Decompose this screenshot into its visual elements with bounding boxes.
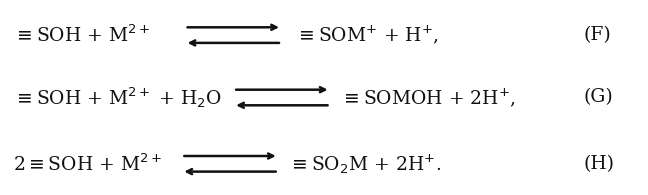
Text: $\equiv$SOH + M$^{2+}$: $\equiv$SOH + M$^{2+}$ — [13, 24, 150, 46]
Text: $\equiv$SOM$^{+}$ + H$^{+}$,: $\equiv$SOM$^{+}$ + H$^{+}$, — [295, 24, 439, 46]
Text: (H): (H) — [583, 155, 614, 173]
Text: 2$\equiv$SOH + M$^{2+}$: 2$\equiv$SOH + M$^{2+}$ — [13, 153, 162, 175]
Text: $\equiv$SOMOH + 2H$^{+}$,: $\equiv$SOMOH + 2H$^{+}$, — [340, 86, 516, 109]
Text: (F): (F) — [583, 26, 611, 44]
Text: (G): (G) — [583, 89, 613, 106]
Text: $\equiv$SOH + M$^{2+}$ + H$_2$O: $\equiv$SOH + M$^{2+}$ + H$_2$O — [13, 85, 222, 110]
Text: $\equiv$SO$_2$M + 2H$^{+}$.: $\equiv$SO$_2$M + 2H$^{+}$. — [288, 152, 442, 176]
